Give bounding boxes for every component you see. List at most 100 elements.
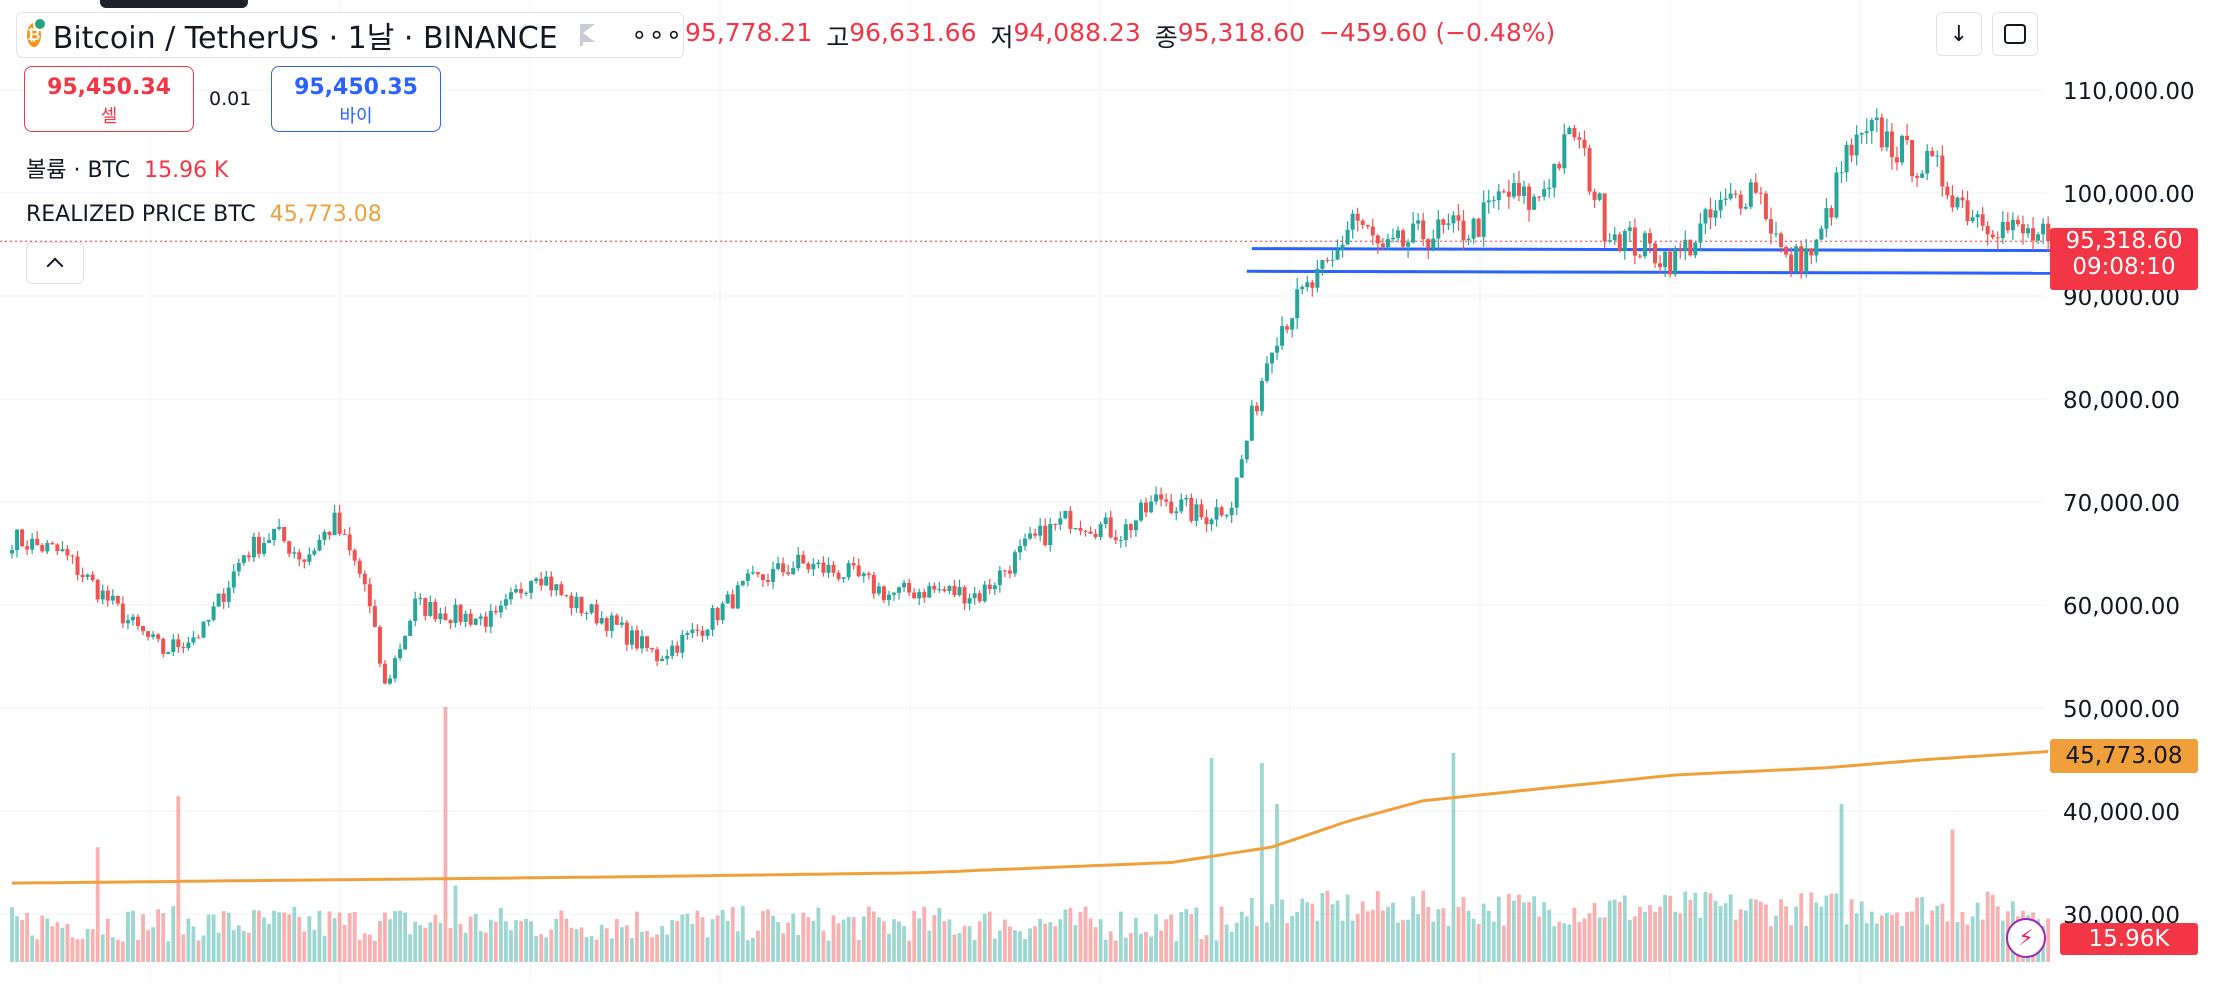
volume-bar: [624, 925, 629, 962]
candle-body: [1768, 218, 1773, 234]
candle-body: [1920, 173, 1925, 178]
volume-bar: [463, 932, 468, 962]
candle-body: [423, 598, 428, 616]
candle-body: [483, 616, 488, 627]
candle-body: [977, 593, 982, 602]
candle-body: [201, 621, 206, 638]
candle-body: [1295, 289, 1300, 319]
candle-body: [1270, 352, 1274, 364]
candle-body: [1028, 533, 1033, 539]
candle-body: [1300, 286, 1305, 290]
candle-body: [1884, 131, 1889, 148]
volume-bar: [1824, 895, 1829, 962]
volume-bar: [1249, 898, 1254, 962]
volume-bar: [1501, 925, 1506, 962]
volume-bar: [1884, 913, 1889, 962]
volume-bar: [761, 911, 765, 962]
volume-bar: [861, 916, 866, 962]
volume-bar: [645, 930, 649, 962]
more-horizontal-icon[interactable]: ∘∘∘: [631, 20, 683, 50]
realized-title: REALIZED PRICE BTC: [26, 202, 256, 227]
flag-icon[interactable]: [579, 24, 596, 46]
volume-bar: [1632, 916, 1637, 962]
buy-button[interactable]: 95,450.35 바이: [271, 66, 441, 132]
volume-bar: [902, 925, 906, 962]
collapse-legend-button[interactable]: [26, 242, 84, 284]
volume-bar: [1643, 911, 1647, 962]
volume-bar: [1627, 919, 1632, 962]
symbol-header[interactable]: ₿ Bitcoin / TetherUS · 1날 · BINANCE ∘∘∘: [16, 12, 684, 58]
volume-bar: [1355, 914, 1360, 962]
volume-bar: [1335, 900, 1340, 962]
volume-bar: [1481, 903, 1486, 962]
candle-body: [1985, 225, 1990, 235]
volume-bar: [433, 914, 438, 962]
volume-bar: [1330, 904, 1335, 962]
volume-bar: [181, 934, 186, 962]
candle-body: [1965, 200, 1970, 222]
candle-body: [1784, 246, 1789, 255]
realized-value: 45,773.08: [269, 202, 382, 227]
volume-bar: [1950, 829, 1955, 962]
candle-body: [488, 610, 493, 627]
candle-body: [831, 564, 836, 573]
volume-bar: [408, 934, 413, 962]
candle-body: [1552, 163, 1557, 188]
volume-bar: [418, 925, 423, 962]
candle-body: [70, 555, 75, 557]
volume-bar: [1078, 911, 1083, 962]
candle-body: [1406, 242, 1411, 247]
volume-bar: [1340, 920, 1345, 962]
volume-bar: [1461, 897, 1466, 962]
candle-body: [912, 592, 917, 599]
candle-body: [1995, 237, 2000, 239]
candle-body: [1073, 527, 1078, 529]
volume-bar: [1794, 906, 1799, 962]
sell-button[interactable]: 95,450.34 셀: [24, 66, 194, 132]
candle-body: [1249, 405, 1254, 441]
volume-bar: [403, 912, 408, 962]
candle-body: [952, 585, 957, 596]
lightning-icon[interactable]: ⚡: [2006, 918, 2046, 958]
candle-body: [876, 586, 881, 594]
volume-bar: [1895, 912, 1899, 962]
volume-bar: [1940, 903, 1945, 962]
volume-legend[interactable]: 볼륨 · BTC 15.96 K: [26, 152, 228, 184]
fullscreen-button[interactable]: [1992, 12, 2038, 56]
candle-body: [1401, 230, 1406, 247]
volume-bar: [1028, 928, 1032, 962]
candle-body: [1491, 200, 1496, 202]
volume-bar: [312, 930, 317, 962]
volume-bar: [1668, 895, 1673, 962]
realized-price-legend[interactable]: REALIZED PRICE BTC 45,773.08: [26, 202, 382, 227]
volume-bar: [191, 926, 196, 962]
download-button[interactable]: ↓: [1936, 12, 1982, 56]
candle-body: [1960, 197, 1965, 201]
candle-body: [1365, 224, 1370, 227]
candle-body: [1159, 494, 1164, 500]
volume-bar: [372, 940, 377, 962]
volume-bar: [1960, 911, 1965, 962]
volume-bar: [1532, 896, 1536, 962]
candle-body: [1199, 504, 1204, 518]
volume-bar: [1814, 902, 1819, 962]
volume-bar: [1975, 902, 1980, 962]
volume-bar: [307, 916, 312, 962]
candle-body: [1950, 195, 1955, 208]
volume-bar: [1073, 925, 1078, 962]
volume-bar: [1486, 910, 1491, 962]
volume-bar: [1769, 926, 1773, 962]
candle-body: [564, 594, 569, 596]
symbol-title[interactable]: Bitcoin / TetherUS · 1날 · BINANCE: [52, 21, 558, 56]
volume-bar: [791, 913, 796, 962]
candle-body: [1476, 218, 1481, 237]
volume-bar: [171, 906, 176, 962]
candle-body: [1940, 155, 1945, 187]
candle-body: [1869, 119, 1874, 132]
volume-bar: [942, 921, 947, 962]
volume-bar: [1542, 902, 1547, 962]
volume-bar: [871, 911, 876, 962]
volume-bar: [388, 919, 392, 962]
candle-body: [1562, 134, 1567, 169]
